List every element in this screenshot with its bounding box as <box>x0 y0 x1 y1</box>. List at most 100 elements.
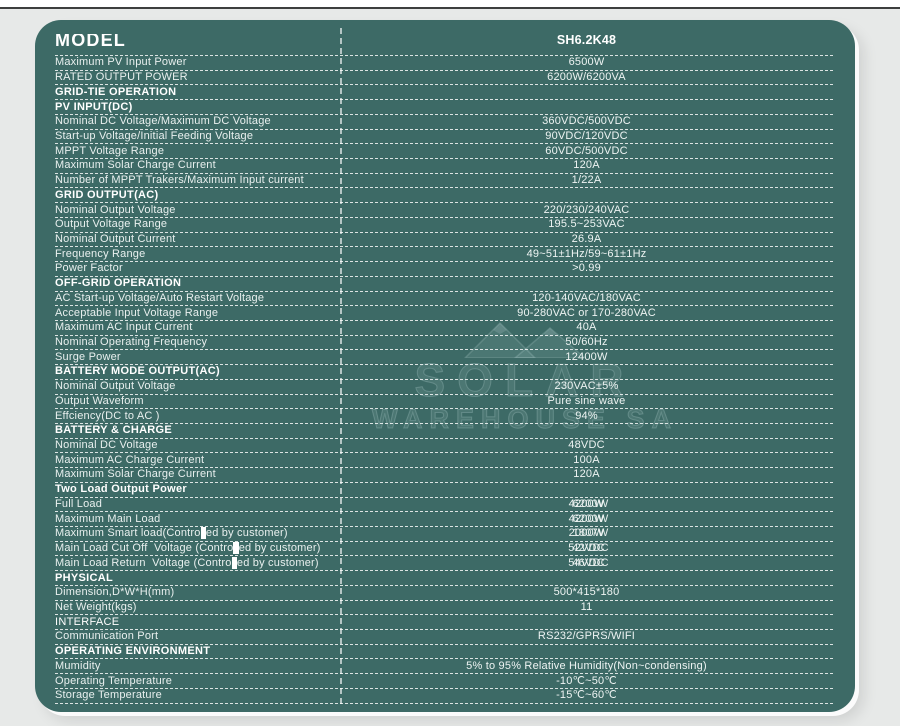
spec-row: Main Load Cut Off Voltage (Controlled by… <box>55 542 833 557</box>
row-label: MPPT Voltage Range <box>55 144 165 157</box>
section-row: INTERFACE <box>55 615 833 631</box>
row-value: 26.9A <box>571 232 602 245</box>
ghost-value: 6200W <box>572 512 609 525</box>
section-row: PV INPUT(DC) <box>55 100 833 115</box>
row-label: Maximum Solar Charge Current <box>55 159 216 172</box>
row-value: 4200W 6200W <box>340 513 833 526</box>
row-value: 230VAC±5% <box>554 380 619 393</box>
spec-row: Dimension,D*W*H(mm) 500*415*180 <box>55 586 833 601</box>
spec-row: Nominal Output Voltage 230VAC±5% <box>55 380 833 395</box>
row-label: Nominal DC Voltage/Maximum DC Voltage <box>55 115 271 128</box>
row-value: Pure sine wave <box>547 394 626 407</box>
spec-row: Net Weight(kgs) 11 <box>55 601 833 616</box>
row-label: Nominal Output Voltage <box>55 380 176 393</box>
row-label: Maximum PV Input Power <box>55 56 187 69</box>
row-value: -15℃~60℃ <box>556 689 617 702</box>
row-label: Output Waveform <box>55 394 144 407</box>
section-row: OPERATING ENVIRONMENT <box>55 645 833 660</box>
spec-row: Nominal Operating Frequency 50/60Hz <box>55 336 833 351</box>
row-label: Maximum Smart load(Controlled by custome… <box>55 527 288 540</box>
row-value: 50/60Hz <box>565 336 608 349</box>
row-label: Main Load Cut Off Voltage (Controlled by… <box>55 542 321 555</box>
row-label: INTERFACE <box>55 615 120 628</box>
ghost-value: 46VDC <box>572 556 609 569</box>
row-label: Frequency Range <box>55 247 146 260</box>
row-label: Surge Power <box>55 350 121 363</box>
row-label: RATED OUTPUT POWER <box>55 71 188 84</box>
spec-row: Output Voltage Range 195.5~253VAC <box>55 218 833 233</box>
row-label: PV INPUT(DC) <box>55 100 133 113</box>
row-label: Net Weight(kgs) <box>55 600 137 613</box>
section-row: BATTERY MODE OUTPUT(AC) <box>55 365 833 380</box>
row-label: Full Load <box>55 497 103 510</box>
spec-row: Maximum Solar Charge Current 120A <box>55 159 833 174</box>
white-patch: ll <box>233 542 239 555</box>
column-divider <box>340 28 342 704</box>
row-value: 220/230/240VAC <box>543 203 630 216</box>
row-value: 4200W 6200W <box>340 498 833 511</box>
row-value: 40A <box>576 321 597 334</box>
row-label: Output Voltage Range <box>55 218 168 231</box>
spec-row: Start-up Voltage/Initial Feeding Voltage… <box>55 130 833 145</box>
spec-row: Nominal Output Voltage 220/230/240VAC <box>55 203 833 218</box>
row-label: GRID-TIE OPERATION <box>55 85 177 98</box>
spec-row: Maximum Solar Charge Current 120A <box>55 468 833 483</box>
row-label: OFF-GRID OPERATION <box>55 277 182 290</box>
row-label: Maximum AC Input Current <box>55 321 193 334</box>
spec-row: Nominal DC Voltage 48VDC <box>55 439 833 454</box>
ghost-value: 6200W <box>572 497 609 510</box>
section-row: GRID OUTPUT(AC) <box>55 188 833 204</box>
row-value: >0.99 <box>572 262 601 275</box>
ghost-value: 42VDC <box>572 542 609 555</box>
section-row: PHYSICAL <box>55 571 833 586</box>
row-value: 195.5~253VAC <box>548 218 625 231</box>
top-white-band <box>0 0 900 7</box>
top-divider-line <box>0 7 900 9</box>
row-value: 12400W <box>565 350 608 363</box>
spec-row: Maximum AC Charge Current 100A <box>55 453 833 469</box>
spec-row: Mumidity 5% to 95% Relative Humidity(Non~… <box>55 659 833 675</box>
section-row: OFF-GRID OPERATION <box>55 277 833 292</box>
spec-row: Nominal DC Voltage/Maximum DC Voltage 360… <box>55 115 833 130</box>
row-value: 60VDC/500VDC <box>545 144 628 157</box>
row-label: Nominal Operating Frequency <box>55 336 208 349</box>
row-label: Nominal Output Current <box>55 232 176 245</box>
row-label: Dimension,D*W*H(mm) <box>55 586 175 599</box>
model-label: MODEL <box>55 34 126 47</box>
spec-row: Frequency Range 49~51±1Hz/59~61±1Hz <box>55 247 833 263</box>
row-value: 120A <box>573 159 600 172</box>
section-row: GRID-TIE OPERATION <box>55 85 833 101</box>
ghost-value: 1807W <box>572 527 609 540</box>
spec-table: MODEL SH6.2K48 Maximum PV Input Power 650… <box>35 26 855 704</box>
spec-row: Full Load 4200W 6200W <box>55 498 833 513</box>
spec-row: Maximum Smart load(Controlled by custome… <box>55 527 833 542</box>
spec-row: Nominal Output Current 26.9A <box>55 233 833 248</box>
row-value: 94% <box>575 409 598 422</box>
row-label: Power Factor <box>55 262 123 275</box>
row-label: Mumidity <box>55 659 101 672</box>
row-value: 11 <box>580 600 593 613</box>
row-label: OPERATING ENVIRONMENT <box>55 645 211 658</box>
row-value: 2000W 1807W <box>340 527 833 540</box>
row-label: AC Start-up Voltage/Auto Restart Voltage <box>55 291 265 304</box>
spec-row: Effciency(DC to AC ) 94% <box>55 409 833 424</box>
spec-row: AC Start-up Voltage/Auto Restart Voltage… <box>55 292 833 307</box>
row-value: 120-140VAC/180VAC <box>532 291 641 304</box>
row-value: 100A <box>573 453 600 466</box>
white-patch: ll <box>200 527 206 540</box>
row-label: GRID OUTPUT(AC) <box>55 188 159 201</box>
row-label: Nominal DC Voltage <box>55 439 158 452</box>
row-label: BATTERY MODE OUTPUT(AC) <box>55 365 220 378</box>
spec-row: Acceptable Input Voltage Range 90-280VAC … <box>55 306 833 321</box>
row-label: Maximum Solar Charge Current <box>55 468 216 481</box>
row-label: PHYSICAL <box>55 571 114 584</box>
row-value: 48VDC <box>568 439 605 452</box>
row-value: 5% to 95% Relative Humidity(Non~condensi… <box>466 659 707 672</box>
spec-row: Maximum AC Input Current 40A <box>55 321 833 336</box>
row-label: Effciency(DC to AC ) <box>55 409 160 422</box>
section-row: BATTERY & CHARGE <box>55 424 833 439</box>
row-value: -10℃~50℃ <box>556 674 617 687</box>
spec-row: Operating Temperature -10℃~50℃ <box>55 674 833 689</box>
row-label: Maximum Main Load <box>55 512 161 525</box>
row-value: 90VDC/120VDC <box>545 129 628 142</box>
